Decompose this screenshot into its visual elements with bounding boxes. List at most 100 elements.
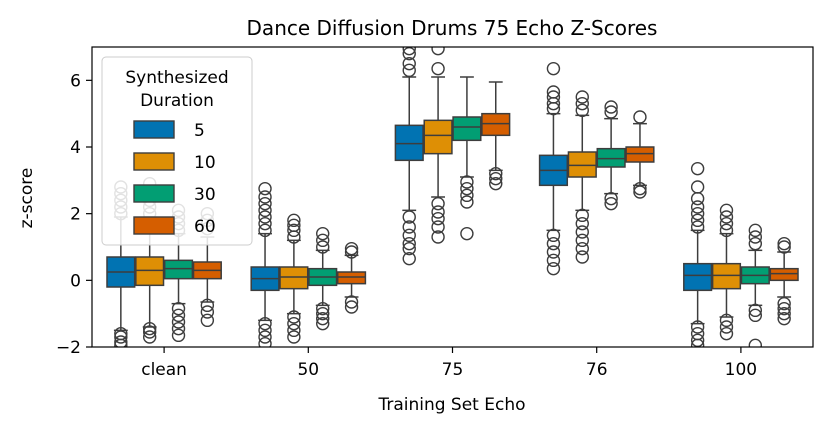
- legend-swatch-10: [133, 152, 175, 171]
- legend-swatch-60: [133, 216, 175, 235]
- box-60-100: [769, 236, 799, 326]
- outlier-point: [431, 61, 445, 76]
- outlier-point: [287, 316, 301, 331]
- box-5-100: [683, 161, 713, 353]
- outlier-point: [258, 316, 272, 331]
- outlier-point: [546, 90, 561, 104]
- outlier-point: [316, 311, 330, 326]
- outlier-point: [344, 241, 359, 256]
- x-tick-label: 75: [442, 360, 464, 380]
- outlier-point: [431, 220, 445, 234]
- outlier-point: [258, 181, 272, 196]
- x-tick-label: 50: [297, 360, 319, 380]
- outlier-point: [431, 205, 445, 219]
- legend-title-line: Synthesized: [125, 68, 228, 88]
- outlier-point: [575, 90, 589, 104]
- outlier-point: [142, 330, 157, 344]
- outlier-point: [316, 226, 330, 241]
- box-groups: [106, 41, 799, 353]
- outlier-point: [546, 261, 561, 276]
- outlier-point: [604, 191, 618, 206]
- outlier-point: [719, 210, 734, 224]
- outlier-point: [402, 251, 416, 266]
- outlier-point: [777, 301, 791, 316]
- outlier-point: [316, 316, 330, 331]
- outlier-point: [431, 211, 445, 226]
- box-30-76: [596, 100, 626, 211]
- outlier-point: [777, 311, 791, 326]
- outlier-point: [690, 200, 705, 214]
- box: [625, 146, 655, 163]
- outlier-point: [200, 305, 215, 319]
- outlier-point: [604, 100, 618, 114]
- outlier-point: [402, 241, 416, 256]
- outlier-point: [344, 245, 359, 259]
- outlier-point: [748, 303, 763, 318]
- outlier-point: [460, 181, 474, 196]
- outlier-point: [604, 105, 618, 119]
- outlier-point: [287, 310, 301, 324]
- y-tick-label: 2: [70, 205, 81, 225]
- legend-swatch-30: [133, 184, 175, 203]
- outlier-point: [604, 196, 618, 211]
- outlier-point: [719, 320, 734, 334]
- box-5-75: [394, 41, 424, 266]
- outlier-point: [690, 320, 705, 334]
- outlier-point: [575, 103, 589, 118]
- outlier-point: [546, 85, 561, 99]
- outlier-point: [719, 203, 734, 218]
- outlier-point: [489, 176, 503, 191]
- outlier-point: [287, 323, 301, 338]
- outlier-point: [719, 216, 734, 231]
- outlier-point: [690, 180, 705, 194]
- outlier-point: [402, 210, 416, 224]
- outlier-point: [575, 241, 589, 256]
- outlier-point: [402, 46, 416, 61]
- outlier-point: [546, 245, 561, 259]
- outlier-point: [460, 226, 474, 241]
- outlier-point: [633, 110, 647, 124]
- legend: Synthesized Duration 5 10 30 60: [101, 56, 253, 246]
- outlier-point: [258, 216, 272, 231]
- outlier-point: [402, 228, 416, 243]
- outlier-point: [287, 213, 301, 228]
- outlier-point: [316, 306, 330, 321]
- outlier-point: [546, 61, 561, 76]
- outlier-point: [575, 250, 589, 264]
- box-5-50: [250, 181, 280, 351]
- outlier-point: [258, 203, 272, 218]
- outlier-point: [575, 216, 589, 231]
- outlier-point: [777, 236, 791, 251]
- box: [711, 262, 742, 290]
- outlier-point: [258, 223, 272, 238]
- outlier-point: [489, 166, 503, 181]
- legend-label-60: 60: [194, 217, 216, 237]
- box-10-75: [423, 41, 453, 244]
- outlier-point: [402, 63, 416, 78]
- outlier-point: [344, 300, 359, 314]
- outlier-point: [690, 206, 705, 221]
- outlier-point: [402, 236, 416, 251]
- outlier-point: [287, 223, 301, 238]
- outlier-point: [575, 233, 589, 248]
- box: [423, 119, 453, 155]
- outlier-point: [402, 220, 416, 234]
- outlier-point: [690, 213, 705, 228]
- outlier-point: [575, 96, 589, 111]
- outlier-point: [402, 56, 416, 71]
- outlier-point: [200, 298, 215, 313]
- chart-title: Dance Diffusion Drums 75 Echo Z-Scores: [247, 16, 658, 40]
- y-tick-label: 6: [70, 71, 81, 91]
- outlier-point: [460, 188, 474, 203]
- outlier-point: [258, 330, 272, 344]
- outlier-point: [200, 313, 215, 328]
- box: [769, 267, 799, 282]
- box-60-clean: [192, 206, 222, 328]
- outlier-point: [575, 225, 589, 239]
- box-10-100: [711, 203, 742, 341]
- outlier-point: [546, 236, 561, 251]
- outlier-point: [258, 210, 272, 224]
- box-60-75: [481, 81, 511, 191]
- outlier-point: [142, 321, 157, 336]
